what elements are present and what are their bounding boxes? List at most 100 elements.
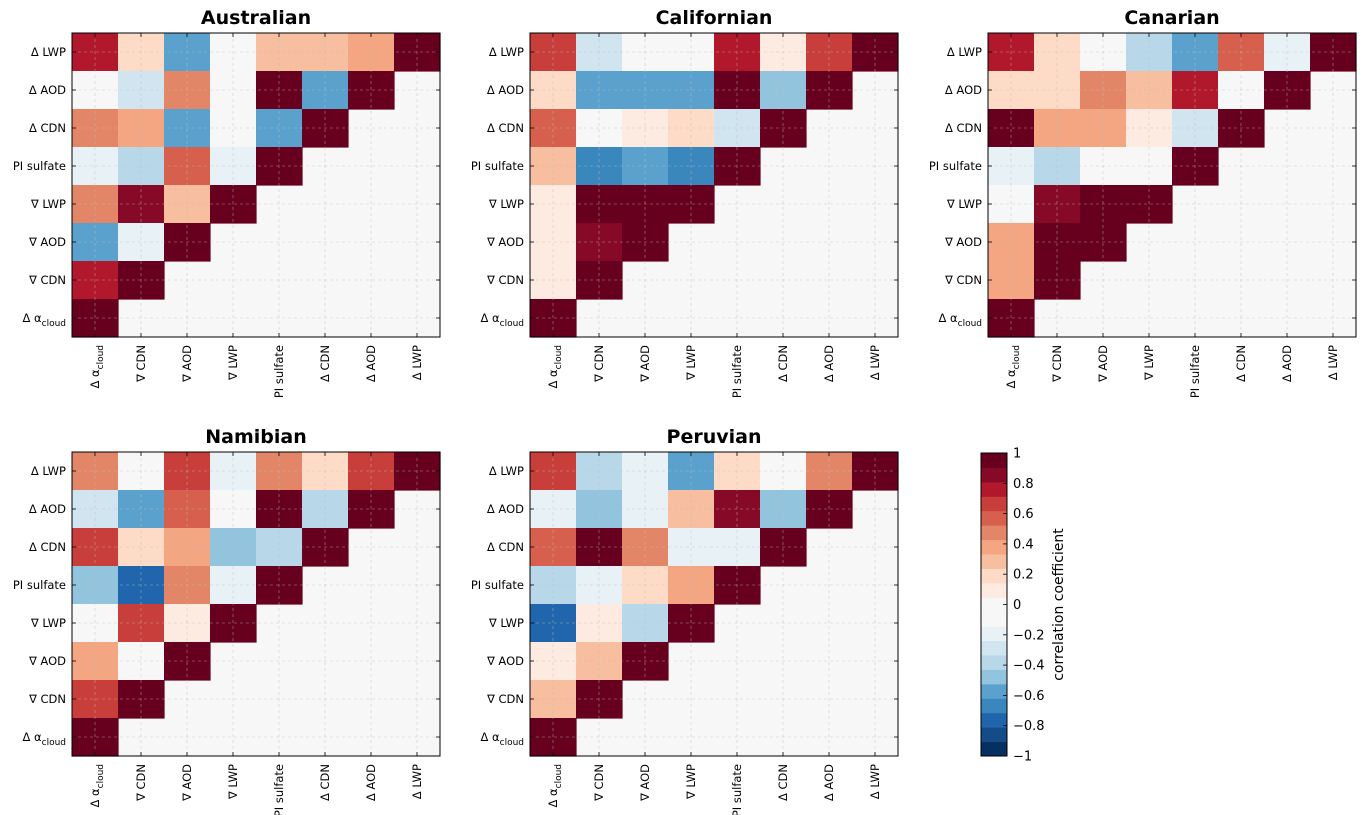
heatmap-cell-canarian-r1-c3 [1126,71,1173,110]
colorbar-bin [981,496,1007,512]
y-tick-label-grad-cdn: ∇ CDN [28,273,66,287]
y-tick-label-delta-aod: Δ AOD [29,83,66,97]
x-tick-label-delta-cdn: Δ CDN [776,345,790,382]
colorbar: 1 0.8 0.6 0.4 0.2 0 −0.2 −0.4 −0.6 −0.8 −1 correlat… [980,447,1067,765]
y-tick-label-grad-lwp: ∇ LWP [488,197,524,211]
colorbar-bin [981,727,1007,743]
y-tick-label-grad-aod: ∇ AOD [28,654,66,668]
x-tick-label-pi-sulfate: PI sulfate [730,345,744,398]
y-tick-label-pi-sulfate: PI sulfate [13,159,66,173]
y-tick-label-grad-cdn: ∇ CDN [486,692,524,706]
colorbar-tick-label: 0.4 [1013,537,1034,552]
y-tick-label-grad-lwp: ∇ LWP [30,197,66,211]
y-tick-label-delta-alpha-cloud: Δ αcloud [23,311,66,329]
plot-frame [71,32,441,338]
panel-californian: Δ LWP Δ AOD Δ CDN PI sulfate ∇ LWP ∇ AOD ∇ CDN… [471,7,899,398]
panel-title: Namibian [205,426,307,448]
panel-title: Australian [201,7,311,29]
plot-frame [529,451,899,757]
y-tick-label-delta-cdn: Δ CDN [945,121,982,135]
x-tick-label-delta-alpha-cloud: Δ αcloud [546,345,564,388]
colorbar-bin [981,510,1007,526]
y-tick-label-grad-cdn: ∇ CDN [486,273,524,287]
colorbar-bin [981,597,1007,613]
plot-frame [529,32,899,338]
colorbar-bin [981,669,1007,685]
colorbar-bin [981,582,1007,598]
x-tick-label-delta-alpha-cloud: Δ αcloud [546,764,564,807]
x-tick-label-grad-aod: ∇ AOD [180,764,194,802]
y-tick-label-delta-alpha-cloud: Δ αcloud [481,311,524,329]
x-tick-label-delta-aod: Δ AOD [364,345,378,382]
heatmap-cell-canarian-r1-c6 [1264,71,1311,110]
x-tick-label-grad-aod: ∇ AOD [638,764,652,802]
colorbar-tick-label: −0.6 [1013,689,1045,704]
x-tick-label-grad-lwp: ∇ LWP [226,764,240,800]
colorbar-bin [981,539,1007,555]
colorbar-tick-label: −1 [1013,750,1032,765]
x-tick-label-delta-alpha-cloud: Δ αcloud [88,764,106,807]
colorbar-tick-label: 0.8 [1013,477,1034,492]
colorbar-bin [981,698,1007,714]
x-tick-label-delta-alpha-cloud: Δ αcloud [1004,345,1022,388]
heatmap-cell-australian-r1-c0 [72,71,119,110]
y-tick-label-delta-aod: Δ AOD [487,502,524,516]
colorbar-tick-label: 0 [1013,598,1021,613]
y-tick-label-delta-cdn: Δ CDN [487,121,524,135]
x-tick-label-grad-lwp: ∇ LWP [684,764,698,800]
colorbar-bin [981,568,1007,584]
colorbar-bin [981,712,1007,728]
y-tick-label-grad-aod: ∇ AOD [28,235,66,249]
heatmap-cell-canarian-r1-c5 [1218,71,1265,110]
y-tick-label-delta-alpha-cloud: Δ αcloud [23,730,66,748]
x-tick-label-pi-sulfate: PI sulfate [1188,345,1202,398]
y-tick-label-grad-lwp: ∇ LWP [30,616,66,630]
x-tick-label-pi-sulfate: PI sulfate [730,764,744,815]
y-tick-label-delta-cdn: Δ CDN [29,121,66,135]
x-tick-label-grad-cdn: ∇ CDN [592,345,606,383]
x-tick-label-delta-cdn: Δ CDN [318,345,332,382]
colorbar-tick-label: −0.4 [1013,659,1045,674]
y-tick-label-grad-lwp: ∇ LWP [488,616,524,630]
colorbar-axis-label: correlation coefficient [1051,528,1067,681]
y-tick-label-delta-lwp: Δ LWP [31,464,66,478]
colorbar-tick-label: 0.2 [1013,568,1034,583]
y-tick-label-delta-alpha-cloud: Δ αcloud [481,730,524,748]
y-tick-label-delta-lwp: Δ LWP [489,45,524,59]
x-tick-label-delta-aod: Δ AOD [822,345,836,382]
panel-australian: Δ LWP Δ AOD Δ CDN PI sulfate ∇ LWP ∇ AOD ∇ CDN… [13,7,441,398]
y-tick-label-delta-lwp: Δ LWP [31,45,66,59]
heatmap-cell-canarian-r1-c2 [1080,71,1127,110]
x-tick-label-delta-lwp: Δ LWP [868,764,882,799]
x-tick-label-delta-lwp: Δ LWP [410,764,424,799]
y-tick-label-grad-aod: ∇ AOD [486,654,524,668]
x-tick-label-grad-cdn: ∇ CDN [1050,345,1064,383]
x-tick-label-delta-aod: Δ AOD [822,764,836,801]
panel-namibian: Δ LWP Δ AOD Δ CDN PI sulfate ∇ LWP ∇ AOD ∇ CDN… [13,426,441,815]
y-tick-label-grad-lwp: ∇ LWP [946,197,982,211]
x-tick-label-delta-aod: Δ AOD [364,764,378,801]
y-tick-label-delta-lwp: Δ LWP [947,45,982,59]
colorbar-bin [981,655,1007,670]
y-tick-label-delta-cdn: Δ CDN [487,540,524,554]
x-tick-label-grad-cdn: ∇ CDN [134,764,148,802]
y-tick-label-pi-sulfate: PI sulfate [471,578,524,592]
colorbar-bin [981,525,1007,541]
heatmap-cell-canarian-r1-c1 [1034,71,1081,110]
x-tick-label-grad-aod: ∇ AOD [180,345,194,383]
x-tick-label-grad-aod: ∇ AOD [638,345,652,383]
x-tick-label-delta-aod: Δ AOD [1280,345,1294,382]
x-tick-label-pi-sulfate: PI sulfate [272,764,286,815]
colorbar-bin [981,741,1007,757]
panel-title: Peruvian [667,426,762,448]
x-tick-label-delta-alpha-cloud: Δ αcloud [88,345,106,388]
x-tick-label-delta-lwp: Δ LWP [410,345,424,380]
y-tick-label-delta-aod: Δ AOD [945,83,982,97]
y-tick-label-delta-alpha-cloud: Δ αcloud [939,311,982,329]
x-tick-label-grad-cdn: ∇ CDN [134,345,148,383]
x-tick-label-pi-sulfate: PI sulfate [272,345,286,398]
heatmap-cell-canarian-r1-c4 [1172,71,1219,110]
colorbar-tick-label: 1 [1013,447,1021,462]
y-tick-label-grad-cdn: ∇ CDN [28,692,66,706]
